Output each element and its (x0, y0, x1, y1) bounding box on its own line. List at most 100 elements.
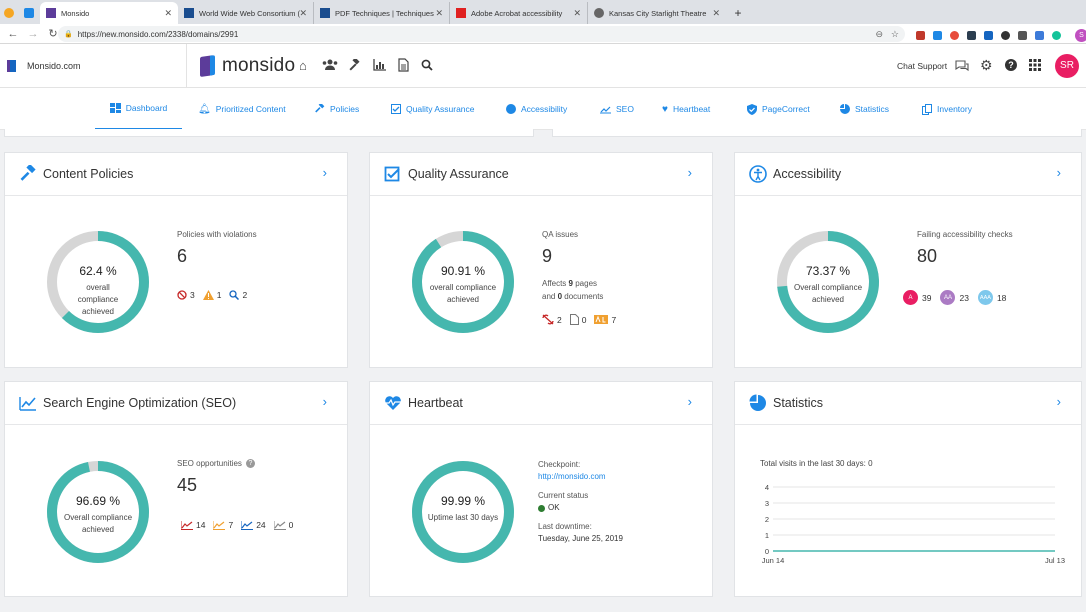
extension-icon[interactable] (1052, 31, 1061, 40)
chat-support-link[interactable]: Chat Support (897, 61, 948, 71)
wcag-level-badges: A 39 AA 23 AAA 18 (903, 290, 1006, 305)
status-row: OK (538, 502, 623, 514)
checkpoint-link[interactable]: http://monsido.com (538, 472, 606, 481)
user-avatar[interactable]: SR (1055, 54, 1079, 78)
help-icon[interactable]: ? (1005, 59, 1017, 71)
monsido-logo-text[interactable]: monsido (222, 55, 296, 76)
close-tab-icon[interactable]: ✕ (573, 7, 581, 18)
pinned-favicon-icon (4, 8, 14, 18)
chevron-right-icon[interactable]: › (687, 165, 692, 180)
domain-name[interactable]: Monsido.com (27, 61, 81, 71)
card-divider (370, 195, 712, 196)
ban-icon (177, 290, 187, 300)
pinned-tab-1[interactable] (0, 2, 20, 24)
search-icon (229, 290, 240, 300)
zoom-icon[interactable]: ⊖ (875, 28, 883, 39)
extension-icon[interactable] (984, 31, 993, 40)
level-a-badge: A (903, 290, 918, 305)
extension-icon[interactable] (1035, 31, 1044, 40)
monsido-logo-icon[interactable] (200, 54, 215, 78)
compliance-percent: 90.91 % (440, 264, 486, 278)
close-tab-icon[interactable]: ✕ (299, 7, 307, 18)
tab-w3c[interactable]: World Wide Web Consortium ( ✕ (178, 2, 314, 24)
chevron-right-icon[interactable]: › (322, 165, 327, 180)
extension-icon[interactable] (950, 31, 959, 40)
downtime-value: Tuesday, June 25, 2019 (538, 534, 623, 543)
tab-prioritized-content[interactable]: 🔔︎ Prioritized Content (198, 88, 286, 130)
card-title: Statistics (773, 396, 824, 410)
browser-profile-avatar[interactable]: S (1075, 29, 1086, 42)
extension-icon[interactable] (1001, 31, 1010, 40)
tab-adobe[interactable]: Adobe Acrobat accessibility ✕ (450, 2, 588, 24)
home-icon[interactable]: ⌂ (299, 58, 307, 73)
pinned-favicon-icon (24, 8, 34, 18)
document-icon[interactable] (398, 58, 409, 72)
globe-favicon-icon (594, 8, 604, 18)
reload-icon[interactable]: ↻ (48, 28, 58, 40)
search-icon[interactable] (421, 59, 433, 71)
chevron-right-icon[interactable]: › (687, 394, 692, 409)
tab-dashboard[interactable]: Dashboard (95, 88, 182, 130)
tab-statistics[interactable]: Statistics (840, 88, 889, 130)
chart-icon[interactable] (373, 59, 386, 71)
compliance-percent: 73.37 % (805, 264, 851, 278)
tab-policies[interactable]: Policies (315, 88, 359, 130)
donut-label: 73.37 % Overall compliance achieved (776, 264, 880, 306)
chevron-right-icon[interactable]: › (1056, 165, 1061, 180)
card-title: Heartbeat (408, 396, 463, 410)
pages-text: pages (575, 279, 598, 288)
stat-label: Failing accessibility checks (917, 230, 1013, 239)
tab-monsido[interactable]: Monsido ✕ (40, 2, 178, 24)
apps-grid-icon[interactable] (1029, 59, 1041, 71)
level-aaa-badge: AAA (977, 290, 993, 305)
tab-label: Prioritized Content (215, 104, 286, 114)
tab-quality-assurance[interactable]: Quality Assurance (391, 88, 475, 130)
tab-heartbeat[interactable]: ♥ Heartbeat (662, 88, 710, 130)
users-icon[interactable] (322, 59, 338, 71)
card-divider (735, 195, 1081, 196)
card-divider (5, 424, 347, 425)
forward-icon[interactable]: → (27, 27, 39, 40)
browser-tab-bar: Monsido ✕ World Wide Web Consortium ( ✕ … (0, 0, 1086, 24)
y-tick-label: 2 (765, 515, 769, 524)
compliance-percent: 96.69 % (75, 494, 121, 508)
adobe-favicon-icon (456, 8, 466, 18)
tab-starlight[interactable]: Kansas City Starlight Theatre ✕ (588, 2, 726, 24)
tab-pdf-techniques[interactable]: PDF Techniques | Techniques ✕ (314, 2, 450, 24)
chat-bubble-icon[interactable] (955, 59, 969, 72)
close-tab-icon[interactable]: ✕ (164, 7, 172, 18)
gavel-icon (20, 165, 36, 181)
gavel-icon[interactable] (348, 59, 361, 72)
new-tab-button[interactable]: + (734, 6, 742, 20)
close-tab-icon[interactable]: ✕ (435, 7, 443, 18)
extension-icon[interactable] (967, 31, 976, 40)
back-icon[interactable]: ← (7, 27, 19, 40)
tab-title: Adobe Acrobat accessibility (471, 8, 563, 18)
card-divider (735, 424, 1081, 425)
extension-icon[interactable] (916, 31, 925, 40)
card-title: Content Policies (43, 167, 134, 181)
address-bar[interactable]: 🔒 https://new.monsido.com/2338/domains/2… (58, 26, 905, 42)
tab-label: Quality Assurance (406, 104, 475, 114)
chevron-right-icon[interactable]: › (322, 394, 327, 409)
tab-label: Policies (330, 104, 360, 114)
bookmark-star-icon[interactable]: ☆ (890, 28, 899, 39)
accessibility-icon (749, 165, 767, 183)
tab-seo[interactable]: SEO (600, 88, 634, 130)
close-tab-icon[interactable]: ✕ (712, 7, 720, 18)
badge-count: 3 (190, 290, 195, 300)
donut-progress (47, 231, 149, 333)
pinned-tab-2[interactable] (20, 2, 40, 24)
trend-neutral-icon (273, 520, 286, 530)
tab-pagecorrect[interactable]: PageCorrect (747, 88, 810, 130)
help-icon[interactable]: ? (245, 459, 255, 468)
gear-icon[interactable]: ⚙ (980, 57, 993, 73)
extension-icon[interactable] (933, 31, 942, 40)
extension-icon[interactable] (1018, 31, 1027, 40)
chevron-right-icon[interactable]: › (1056, 394, 1061, 409)
qa-badges: 2 0 7 (542, 314, 616, 325)
tab-accessibility[interactable]: Accessibility (506, 88, 567, 130)
badge-count: 7 (228, 520, 234, 530)
affects-text: Affects (542, 279, 567, 288)
tab-inventory[interactable]: Inventory (922, 88, 972, 130)
